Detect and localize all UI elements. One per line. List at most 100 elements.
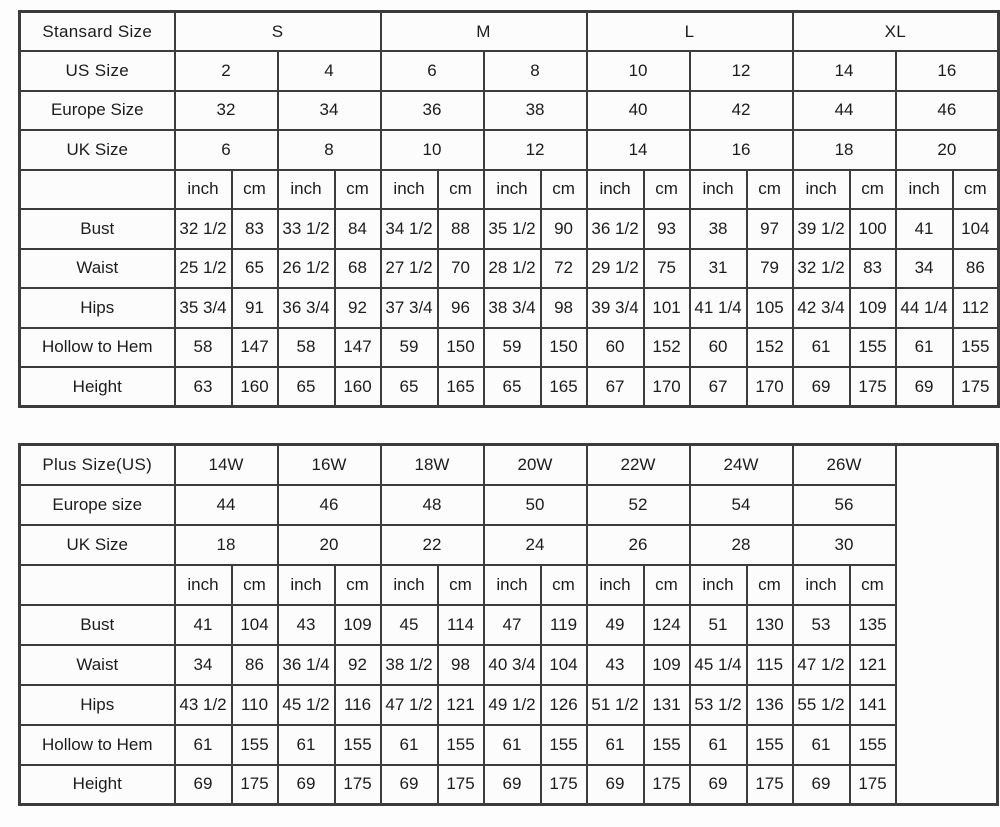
- uk-size-value: 16: [688, 129, 794, 171]
- height-cm-value: 160: [333, 366, 382, 408]
- bust-cm-value: 100: [848, 208, 897, 250]
- hollow-to-hem-cm-value: 155: [951, 326, 1000, 368]
- hollow-to-hem-cm-value: 147: [333, 326, 382, 368]
- hollow-to-hem-inch-value: 59: [482, 326, 542, 368]
- waist-inch-value: 34: [173, 643, 233, 686]
- height-inch-value: 63: [173, 366, 233, 408]
- unit-inch-header: inch: [791, 563, 851, 606]
- unit-cm-header: cm: [642, 168, 691, 210]
- hollow-to-hem-label: Hollow to Hem: [18, 723, 176, 766]
- unit-inch-header: inch: [276, 563, 336, 606]
- plus-table-empty-column: [894, 443, 999, 806]
- europe-size-value: 36: [379, 89, 485, 131]
- height-cm-value: 175: [848, 763, 897, 806]
- table-row: Waist 34 86 36 1/4 92 38 1/2 98 40 3/4 104 43 109 4…: [18, 643, 998, 686]
- hollow-to-hem-inch-value: 58: [173, 326, 233, 368]
- unit-inch-header: inch: [379, 563, 439, 606]
- height-cm-value: 160: [230, 366, 279, 408]
- hollow-to-hem-inch-value: 61: [688, 723, 748, 766]
- size-group-l: L: [585, 10, 794, 52]
- bust-cm-value: 104: [951, 208, 1000, 250]
- bust-inch-value: 36 1/2: [585, 208, 645, 250]
- hollow-to-hem-cm-value: 150: [436, 326, 485, 368]
- uk-size-value: 10: [379, 129, 485, 171]
- waist-label: Waist: [18, 643, 176, 686]
- bust-cm-value: 114: [436, 603, 485, 646]
- height-cm-value: 165: [539, 366, 588, 408]
- unit-cm-header: cm: [951, 168, 1000, 210]
- us-size-value: 8: [482, 50, 588, 92]
- hollow-to-hem-cm-value: 155: [333, 723, 382, 766]
- hips-inch-value: 49 1/2: [482, 683, 542, 726]
- hips-cm-value: 136: [745, 683, 794, 726]
- europe-size-value: 44: [173, 483, 279, 526]
- bust-inch-value: 38: [688, 208, 748, 250]
- unit-cm-header: cm: [642, 563, 691, 606]
- height-inch-value: 69: [379, 763, 439, 806]
- waist-cm-value: 68: [333, 247, 382, 289]
- hollow-to-hem-inch-value: 61: [482, 723, 542, 766]
- unit-inch-header: inch: [688, 563, 748, 606]
- us-size-value: 12: [688, 50, 794, 92]
- waist-inch-value: 45 1/4: [688, 643, 748, 686]
- size-group-s: S: [173, 10, 382, 52]
- europe-size-value: 56: [791, 483, 897, 526]
- height-cm-value: 170: [642, 366, 691, 408]
- unit-cm-header: cm: [539, 563, 588, 606]
- waist-cm-value: 75: [642, 247, 691, 289]
- height-cm-value: 170: [745, 366, 794, 408]
- hips-cm-value: 105: [745, 287, 794, 329]
- height-cm-value: 165: [436, 366, 485, 408]
- uk-size-value: 14: [585, 129, 691, 171]
- hips-cm-value: 126: [539, 683, 588, 726]
- table-row: Height 69 175 69 175 69 175 69 175 69 175 69 175 69 17…: [18, 763, 998, 806]
- unit-cm-header: cm: [539, 168, 588, 210]
- bust-cm-value: 84: [333, 208, 382, 250]
- bust-cm-value: 90: [539, 208, 588, 250]
- unit-inch-header: inch: [482, 168, 542, 210]
- uk-size-value: 12: [482, 129, 588, 171]
- hips-label: Hips: [18, 287, 176, 329]
- uk-size-value: 26: [585, 523, 691, 566]
- table-row: Hips 35 3/4 91 36 3/4 92 37 3/4 96 38 3/4 98 39 3…: [18, 287, 1000, 329]
- size-group-xl: XL: [791, 10, 1000, 52]
- unit-cm-header: cm: [436, 168, 485, 210]
- hips-label: Hips: [18, 683, 176, 726]
- unit-cm-header: cm: [333, 168, 382, 210]
- standard-size-header-label: Stansard Size: [18, 10, 176, 52]
- unit-cm-header: cm: [848, 168, 897, 210]
- bust-cm-value: 88: [436, 208, 485, 250]
- hollow-to-hem-cm-value: 155: [848, 326, 897, 368]
- uk-size-value: 20: [894, 129, 1000, 171]
- hips-inch-value: 38 3/4: [482, 287, 542, 329]
- bust-inch-value: 41: [894, 208, 954, 250]
- bust-cm-value: 93: [642, 208, 691, 250]
- size-group-m: M: [379, 10, 588, 52]
- europe-size-value: 38: [482, 89, 588, 131]
- standard-size-table: Stansard Size S M L XL US Size 2 4 6 8 10 12 14 16 Eur…: [18, 10, 1000, 408]
- us-size-value: 10: [585, 50, 691, 92]
- europe-size-value: 52: [585, 483, 691, 526]
- europe-size-value: 34: [276, 89, 382, 131]
- hips-inch-value: 35 3/4: [173, 287, 233, 329]
- table-row: Hollow to Hem 58 147 58 147 59 150 59 150 60 152 60…: [18, 326, 1000, 368]
- height-inch-value: 65: [482, 366, 542, 408]
- hips-inch-value: 53 1/2: [688, 683, 748, 726]
- plus-size-14w: 14W: [173, 443, 279, 486]
- height-cm-value: 175: [436, 763, 485, 806]
- hips-inch-value: 41 1/4: [688, 287, 748, 329]
- bust-inch-value: 32 1/2: [173, 208, 233, 250]
- hips-inch-value: 51 1/2: [585, 683, 645, 726]
- height-cm-value: 175: [642, 763, 691, 806]
- hollow-to-hem-inch-value: 58: [276, 326, 336, 368]
- hollow-to-hem-inch-value: 61: [791, 723, 851, 766]
- hips-cm-value: 92: [333, 287, 382, 329]
- unit-inch-header: inch: [585, 563, 645, 606]
- unit-inch-header: inch: [482, 563, 542, 606]
- hollow-to-hem-inch-value: 59: [379, 326, 439, 368]
- unit-inch-header: inch: [688, 168, 748, 210]
- height-cm-value: 175: [230, 763, 279, 806]
- waist-cm-value: 70: [436, 247, 485, 289]
- europe-size-value: 46: [894, 89, 1000, 131]
- waist-inch-value: 31: [688, 247, 748, 289]
